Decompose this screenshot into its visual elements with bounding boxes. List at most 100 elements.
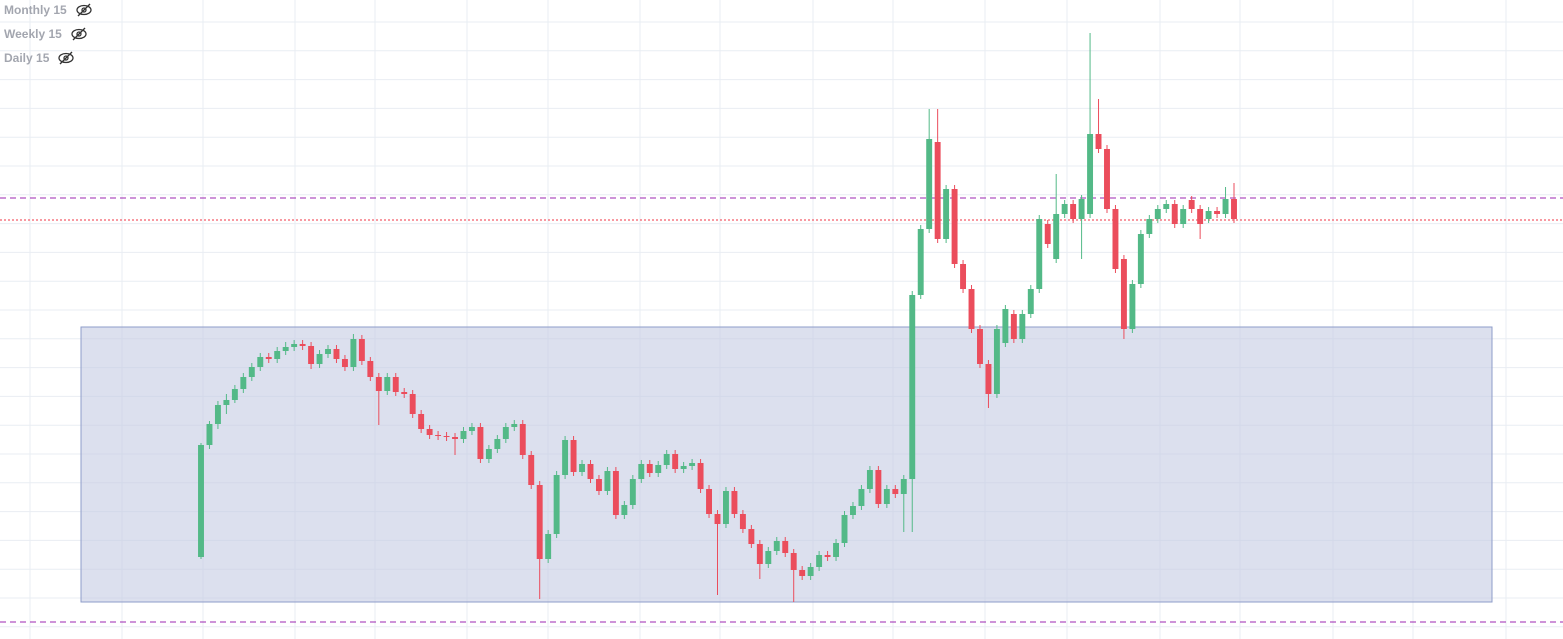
candle-body bbox=[723, 491, 729, 524]
candle-body bbox=[1053, 214, 1060, 259]
candle-body bbox=[418, 414, 425, 429]
candle-body bbox=[1078, 199, 1085, 219]
candle-body bbox=[951, 189, 958, 264]
candle-body bbox=[333, 349, 340, 359]
candle-body bbox=[697, 463, 704, 489]
candle-body bbox=[612, 471, 619, 515]
candle-body bbox=[392, 377, 399, 392]
candle-body bbox=[985, 364, 992, 394]
candle-body bbox=[883, 489, 890, 504]
candle-body bbox=[706, 489, 712, 514]
candle-body bbox=[816, 555, 823, 567]
legend-item[interactable]: Weekly 15 bbox=[4, 26, 88, 42]
candle-body bbox=[1146, 219, 1153, 234]
candle-body bbox=[1044, 224, 1051, 244]
candle-body bbox=[477, 427, 484, 459]
candle-body bbox=[1154, 209, 1161, 219]
candle-body bbox=[926, 139, 933, 229]
candle-body bbox=[943, 189, 950, 239]
candle-body bbox=[714, 514, 721, 524]
candle-body bbox=[1214, 211, 1221, 214]
candle-body bbox=[299, 344, 306, 346]
candle-body bbox=[1231, 199, 1237, 219]
candle-body bbox=[850, 506, 856, 515]
candle-body bbox=[1205, 211, 1212, 219]
candle-body bbox=[799, 570, 806, 576]
candle-body bbox=[460, 431, 467, 439]
price-zone bbox=[80, 326, 1493, 603]
candle-body bbox=[282, 347, 289, 351]
candle-body bbox=[1002, 309, 1009, 343]
candle-body bbox=[528, 455, 535, 485]
candle-body bbox=[308, 346, 315, 364]
legend-item[interactable]: Daily 15 bbox=[4, 50, 75, 66]
candle-body bbox=[900, 479, 907, 494]
candle-body bbox=[409, 394, 416, 414]
candle-body bbox=[1197, 209, 1204, 224]
candle-body bbox=[782, 541, 789, 553]
candle-body bbox=[316, 354, 323, 364]
candle-body bbox=[206, 424, 213, 445]
legend-label: Monthly 15 bbox=[4, 3, 67, 17]
candle-body bbox=[1120, 259, 1127, 329]
eye-off-icon[interactable] bbox=[70, 27, 88, 41]
candle-body bbox=[485, 449, 492, 459]
candle-body bbox=[595, 479, 602, 491]
eye-off-icon[interactable] bbox=[57, 51, 75, 65]
candle-body bbox=[841, 515, 848, 543]
candle-body bbox=[1087, 134, 1094, 214]
candle-body bbox=[1027, 289, 1034, 314]
candle-body bbox=[604, 471, 611, 491]
candle-body bbox=[214, 405, 221, 424]
candle-body bbox=[291, 344, 298, 347]
candle-body bbox=[587, 464, 594, 479]
candle-body bbox=[790, 553, 797, 570]
candle-body bbox=[1010, 314, 1017, 339]
candle-body bbox=[731, 491, 738, 514]
candle-body bbox=[1112, 209, 1119, 269]
candle-body bbox=[807, 567, 814, 576]
candle-body bbox=[1163, 204, 1170, 209]
candle-body bbox=[375, 377, 382, 391]
candle-body bbox=[562, 440, 569, 475]
candle-body bbox=[1137, 234, 1144, 284]
eye-off-icon[interactable] bbox=[75, 3, 93, 17]
candle-body bbox=[773, 541, 780, 551]
candle-body bbox=[1036, 219, 1043, 289]
candle-body bbox=[917, 229, 924, 295]
candle-body bbox=[426, 429, 433, 435]
candle-body bbox=[1188, 200, 1195, 209]
candle-body bbox=[274, 351, 281, 359]
candle-body bbox=[401, 392, 408, 394]
candle-body bbox=[866, 470, 873, 489]
candle-body bbox=[435, 435, 442, 436]
candle-body bbox=[265, 357, 272, 359]
candle-body bbox=[570, 440, 577, 472]
candle-body bbox=[875, 470, 882, 504]
candle-body bbox=[765, 551, 772, 564]
candle-body bbox=[1180, 209, 1187, 224]
legend-label: Weekly 15 bbox=[4, 27, 62, 41]
candle-body bbox=[909, 295, 916, 479]
candle-body bbox=[1222, 199, 1229, 214]
candle-body bbox=[494, 439, 501, 449]
candle-body bbox=[231, 389, 238, 400]
candle-body bbox=[536, 485, 543, 559]
legend-item[interactable]: Monthly 15 bbox=[4, 2, 93, 18]
candle-body bbox=[1095, 134, 1102, 149]
candle-body bbox=[198, 445, 204, 557]
candle-body bbox=[553, 475, 560, 534]
candle-body bbox=[511, 424, 518, 427]
candle-body bbox=[663, 454, 670, 465]
candle-body bbox=[892, 489, 899, 494]
candle-body bbox=[646, 464, 653, 473]
candle-body bbox=[629, 479, 636, 505]
candle-body bbox=[325, 349, 331, 354]
candle-body bbox=[257, 357, 264, 367]
candle-body bbox=[748, 529, 755, 544]
candle-body bbox=[993, 329, 1000, 394]
candle-body bbox=[1171, 204, 1178, 224]
candle-body bbox=[756, 544, 763, 564]
